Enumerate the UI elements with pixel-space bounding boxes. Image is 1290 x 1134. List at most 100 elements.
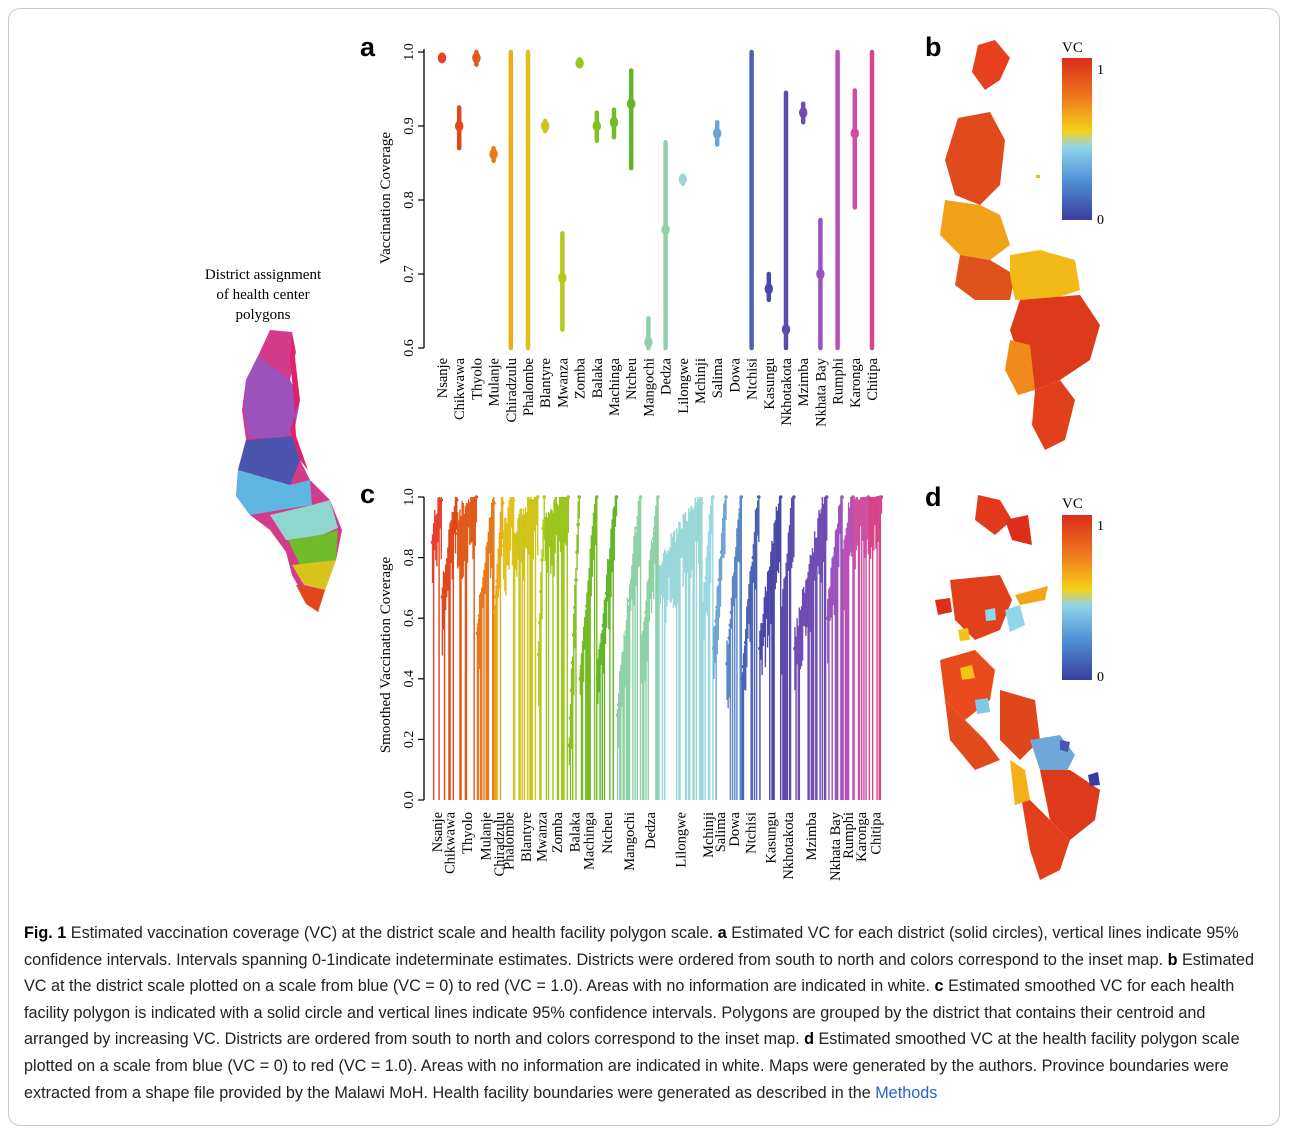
panel-c-y-tick-label: 0.2 <box>402 731 417 749</box>
panel-letter-b: b <box>925 32 942 62</box>
panel-c-point <box>739 495 744 499</box>
panel-a-category-label: Dedza <box>659 357 675 395</box>
panel-a-y-label: Vaccination Coverage <box>378 132 394 264</box>
panel-a-category-label: Chitipa <box>865 357 881 400</box>
panel-c-point <box>511 498 516 502</box>
caption-letter-c: c <box>934 977 944 996</box>
inset-title-line-2: of health center <box>216 287 309 303</box>
panel-c-point <box>824 495 829 499</box>
panel-c-y-tick-label: 0.4 <box>402 670 417 688</box>
panel-a-point-mulanje <box>489 148 498 160</box>
panel-a-category-label: Karonga <box>848 357 864 407</box>
panel-c-category-label: Mangochi <box>622 812 638 871</box>
panel-c-category-label: Mchinji <box>701 812 717 858</box>
panel-a-point-salima <box>713 127 722 139</box>
panel-a-category-label: Mulanje <box>487 358 503 406</box>
panel-a-y-tick-label: 1.0 <box>402 43 417 61</box>
panel-a-category-label: Nkhotakota <box>779 357 795 425</box>
panel-c-point <box>792 495 796 499</box>
panel-a-category-label: Salima <box>710 357 726 398</box>
panel-c-point <box>492 501 496 505</box>
vc-legend-b: VC 1 0 <box>1062 40 1104 228</box>
panel-c-category-label: Salima <box>713 811 729 852</box>
panel-a-point-zomba <box>575 57 584 69</box>
panel-a-category-label: Machinga <box>607 357 623 416</box>
panel-c-point <box>778 495 783 499</box>
polygon-map-d <box>935 495 1100 880</box>
caption-letter-a: a <box>717 924 727 942</box>
panel-c-category-label: Dowa <box>727 811 743 846</box>
panel-c-category-label: Balaka <box>567 811 583 852</box>
panel-a-y-tick-label: 0.9 <box>402 117 417 135</box>
panel-c-category-label: Mwanza <box>534 811 550 861</box>
panel-a-y-tick-label: 0.7 <box>402 265 417 283</box>
panel-a-point-karonga <box>850 127 859 139</box>
panel-a-point-balaka <box>592 120 601 132</box>
panel-c-point <box>614 495 619 499</box>
panel-a-category-label: Kasungu <box>762 358 778 410</box>
panel-c-point <box>500 501 505 505</box>
panel-c-point <box>574 578 578 582</box>
panel-c-category-label: Mulanje <box>479 812 495 860</box>
panel-a-point-mangochi <box>644 336 653 348</box>
legend-b-min-label: 0 <box>1097 213 1104 228</box>
panel-c-point <box>566 495 571 499</box>
panel-c-category-label: Chitipa <box>868 811 884 854</box>
panel-c-point <box>535 495 540 499</box>
panel-c-category-label: Machinga <box>582 811 598 870</box>
panel-c-point <box>724 495 728 499</box>
panel-c-point <box>542 495 547 499</box>
panel-letter-a: a <box>360 32 376 62</box>
panel-c-chart: Smoothed Vaccination Coverage 0.0 0.2 0.4 0… <box>378 488 884 881</box>
panel-c-category-label: Nkhata Bay <box>828 811 844 881</box>
panel-c-y-tick-label: 0.6 <box>402 609 417 627</box>
legend-b-max-label: 1 <box>1097 63 1104 78</box>
panel-c-point <box>840 495 844 499</box>
panel-c-point <box>540 558 544 562</box>
panel-a-point-machinga <box>609 116 619 128</box>
panel-a-category-label: Ntcheu <box>624 358 640 400</box>
panel-a-point-nkhotakota <box>781 324 791 335</box>
figure-caption: Fig. 1 Estimated vaccination coverage (V… <box>24 920 1269 1106</box>
panel-a-category-label: Dowa <box>727 357 743 392</box>
panel-a-category-label: Mwanza <box>555 357 571 407</box>
panel-a-category-label: Chikwawa <box>452 357 468 420</box>
caption-letter-d: d <box>804 1030 814 1049</box>
panel-c-point <box>879 495 884 499</box>
methods-link[interactable]: Methods <box>875 1083 938 1102</box>
panel-c-point <box>700 501 704 505</box>
district-map-b <box>940 40 1100 450</box>
figure-title: Estimated vaccination coverage (VC) at t… <box>70 924 714 942</box>
panel-a-point-nsanje <box>437 52 447 64</box>
panel-c-category-label: Ntcheu <box>600 812 616 854</box>
panel-c-category-label: Kasungu <box>763 812 779 864</box>
panel-c-point <box>474 495 479 499</box>
panel-a-chart: Vaccination Coverage 0.6 0.7 0.8 0.9 1.0 Nsa… <box>378 43 881 427</box>
panel-a-point-thyolo <box>472 52 481 64</box>
panel-c-category-label: Karonga <box>854 811 870 861</box>
panel-a-category-label: Rumphi <box>831 358 847 405</box>
panel-a-point-mzimba <box>799 107 808 119</box>
legend-d-colorbar <box>1062 515 1092 680</box>
panel-a-category-label: Phalombe <box>521 358 537 416</box>
panel-c-category-label: Nkhotakota <box>781 811 797 879</box>
inset-map <box>236 330 342 612</box>
inset-title-line-3: polygons <box>235 307 290 323</box>
panel-a-point-blantyre <box>541 120 550 132</box>
caption-text-b: Estimated VC at the district scale plott… <box>24 950 1254 996</box>
panel-c-point <box>711 495 715 499</box>
panel-a-category-label: Lilongwe <box>676 358 692 414</box>
panel-letter-c: c <box>360 479 375 509</box>
legend-d-title: VC <box>1062 496 1083 512</box>
panel-a-point-dedza <box>661 224 670 236</box>
panel-letter-d: d <box>925 482 942 512</box>
caption-letter-b: b <box>1167 950 1178 969</box>
panel-a-y-tick-label: 0.6 <box>402 339 417 357</box>
panel-a-point-nkhata-bay <box>816 268 825 280</box>
vc-legend-d: VC 1 0 <box>1062 496 1104 685</box>
panel-a-category-label: Ntchisi <box>745 358 761 400</box>
figure-canvas: a b c d District assignment of health ce… <box>205 32 1104 881</box>
panel-a-point-chikwawa <box>455 120 464 132</box>
panel-c-category-label: Lilongwe <box>674 812 690 868</box>
panel-c-y-tick-label: 0.8 <box>402 549 417 567</box>
